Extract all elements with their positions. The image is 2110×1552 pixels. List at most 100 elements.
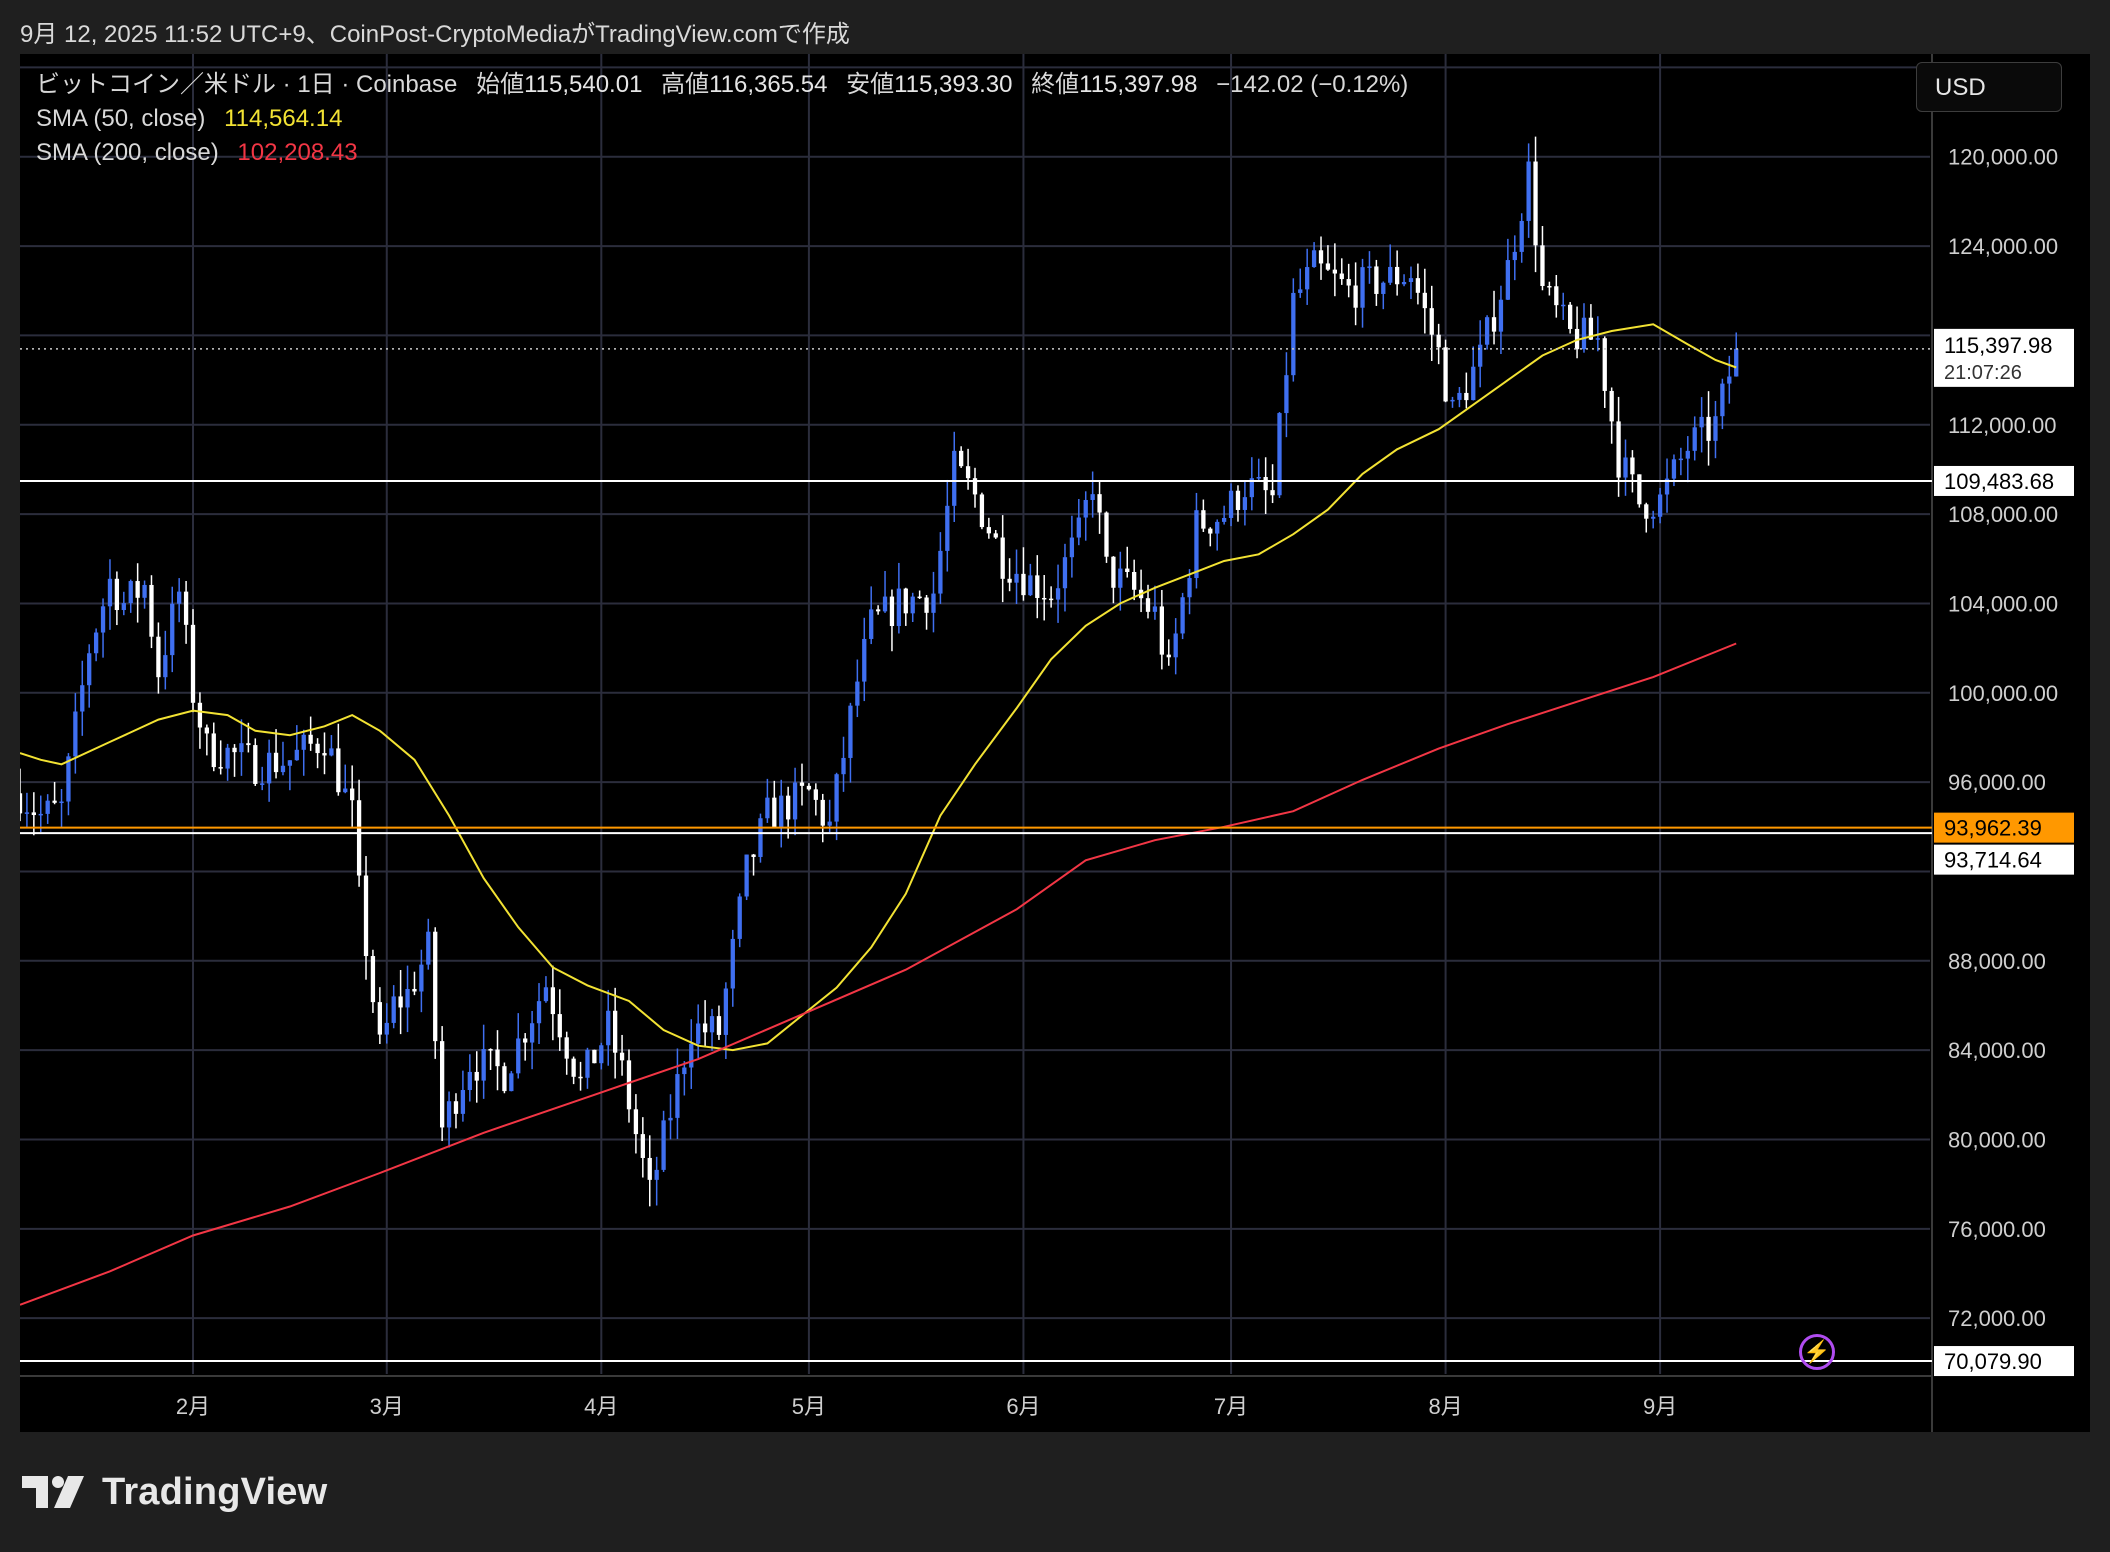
- x-tick-label: 5月: [792, 1394, 826, 1419]
- candle-body: [1422, 292, 1427, 309]
- candle-body: [1007, 578, 1012, 583]
- candle-body: [343, 788, 348, 793]
- candle-body: [952, 450, 957, 506]
- candle-body: [433, 931, 438, 1042]
- candle-body: [1394, 266, 1400, 285]
- candle-body: [1180, 597, 1185, 634]
- y-tick-label: 80,000.00: [1948, 1127, 2046, 1152]
- candle-body: [66, 756, 71, 802]
- candle-body: [1664, 478, 1670, 495]
- currency-button[interactable]: USD: [1916, 62, 2062, 112]
- candle-body: [585, 1049, 590, 1078]
- candle-body: [1471, 366, 1476, 401]
- candle-body: [1581, 317, 1587, 350]
- candle-body: [488, 1049, 493, 1051]
- candle-body: [1533, 161, 1538, 246]
- candle-body: [1339, 273, 1344, 280]
- candle-body: [1450, 399, 1455, 402]
- price-level-label: 93,714.64: [1944, 848, 2042, 873]
- candle-body: [204, 727, 209, 734]
- lightning-icon[interactable]: ⚡: [1799, 1334, 1835, 1370]
- candle-body: [260, 783, 265, 785]
- candle-body: [149, 584, 154, 637]
- candle-body: [751, 854, 756, 857]
- candle-body: [1035, 575, 1040, 598]
- candle-body: [177, 591, 182, 604]
- candle-body: [121, 603, 126, 611]
- chart-area[interactable]: 2月 3月 4月 5月 6月 7月 8月 9月 72,000.00 76,000.00 80,000…: [20, 54, 2090, 1432]
- candle-body: [1125, 568, 1130, 572]
- y-tick-label: 112,000.00: [1948, 413, 2056, 438]
- candle-body: [945, 505, 950, 551]
- high-value: 高値116,365.54: [661, 71, 828, 98]
- candle-body: [979, 494, 985, 528]
- candle-body: [730, 938, 735, 989]
- candle-body: [1436, 334, 1441, 348]
- symbol-label[interactable]: ビットコイン／米ドル · 1日 · Coinbase: [36, 71, 458, 98]
- candle-body: [889, 596, 895, 627]
- y-tick-label: 72,000.00: [1948, 1306, 2046, 1331]
- candle-body: [100, 606, 106, 633]
- sma200-legend-row[interactable]: SMA (200, close) 102,208.43: [36, 136, 1420, 170]
- candle-body: [910, 596, 915, 614]
- candle-body: [1491, 317, 1497, 332]
- price-chart[interactable]: 2月 3月 4月 5月 6月 7月 8月 9月 72,000.00 76,000.00 80,000…: [20, 54, 2090, 1432]
- candle-body: [592, 1049, 597, 1064]
- candle-body: [1048, 598, 1054, 601]
- candle-body: [1104, 512, 1109, 557]
- candle-body: [564, 1037, 569, 1059]
- candle-body: [1305, 267, 1310, 290]
- x-tick-label: 6月: [1006, 1394, 1040, 1419]
- candle-body: [1270, 490, 1275, 496]
- candle-body: [1616, 421, 1621, 478]
- x-tick-label: 9月: [1643, 1394, 1677, 1419]
- candle-body: [1090, 494, 1095, 500]
- candle-body: [744, 854, 749, 897]
- candle-body: [758, 818, 763, 857]
- y-tick-label: 88,000.00: [1948, 949, 2046, 974]
- price-level-badge: [1934, 1346, 2074, 1377]
- candle-body: [792, 782, 798, 820]
- candle-body: [668, 1117, 673, 1121]
- candle-body: [467, 1071, 472, 1091]
- candle-body: [1429, 308, 1434, 335]
- candle-body: [1277, 413, 1282, 496]
- candle-body: [1221, 517, 1227, 522]
- candle-body: [689, 1043, 694, 1068]
- candle-body: [1069, 537, 1075, 558]
- ohlc-row: ビットコイン／米ドル · 1日 · Coinbase 始値115,540.01 …: [36, 68, 1420, 102]
- candle-body: [696, 1023, 701, 1044]
- candle-body: [426, 931, 431, 965]
- candle-body: [827, 821, 832, 826]
- candle-body: [1526, 161, 1531, 221]
- candle-body: [45, 800, 50, 814]
- candle-body: [308, 734, 313, 744]
- candle-body: [1706, 416, 1711, 441]
- candle-body: [862, 638, 867, 682]
- candle-body: [1678, 458, 1684, 461]
- candle-body: [765, 797, 770, 819]
- candle-body: [232, 747, 237, 753]
- candle-body: [924, 597, 929, 613]
- bar-countdown-label: 21:07:26: [1944, 362, 2022, 384]
- sma50-legend-row[interactable]: SMA (50, close) 114,564.14: [36, 102, 1420, 136]
- candle-body: [87, 653, 92, 686]
- candle-body: [183, 591, 189, 625]
- x-tick-label: 8月: [1428, 1394, 1462, 1419]
- tradingview-brand[interactable]: TradingView: [22, 1466, 327, 1518]
- candle-body: [322, 753, 327, 756]
- x-tick-label: 7月: [1214, 1394, 1248, 1419]
- sma200-label: SMA (200, close): [36, 139, 219, 166]
- candle-body: [273, 752, 279, 773]
- y-tick-label: 120,000.00: [1948, 145, 2058, 170]
- last-price-label: 115,397.98: [1944, 333, 2052, 358]
- price-level-badge: [1934, 844, 2074, 875]
- sma200-value: 102,208.43: [237, 139, 358, 166]
- candle-body: [59, 801, 64, 804]
- candle-body: [1014, 573, 1019, 583]
- candle-body: [336, 748, 341, 793]
- candle-body: [1692, 427, 1697, 451]
- candle-body: [550, 987, 556, 1015]
- candle-body: [1547, 285, 1552, 288]
- candle-body: [1291, 292, 1296, 376]
